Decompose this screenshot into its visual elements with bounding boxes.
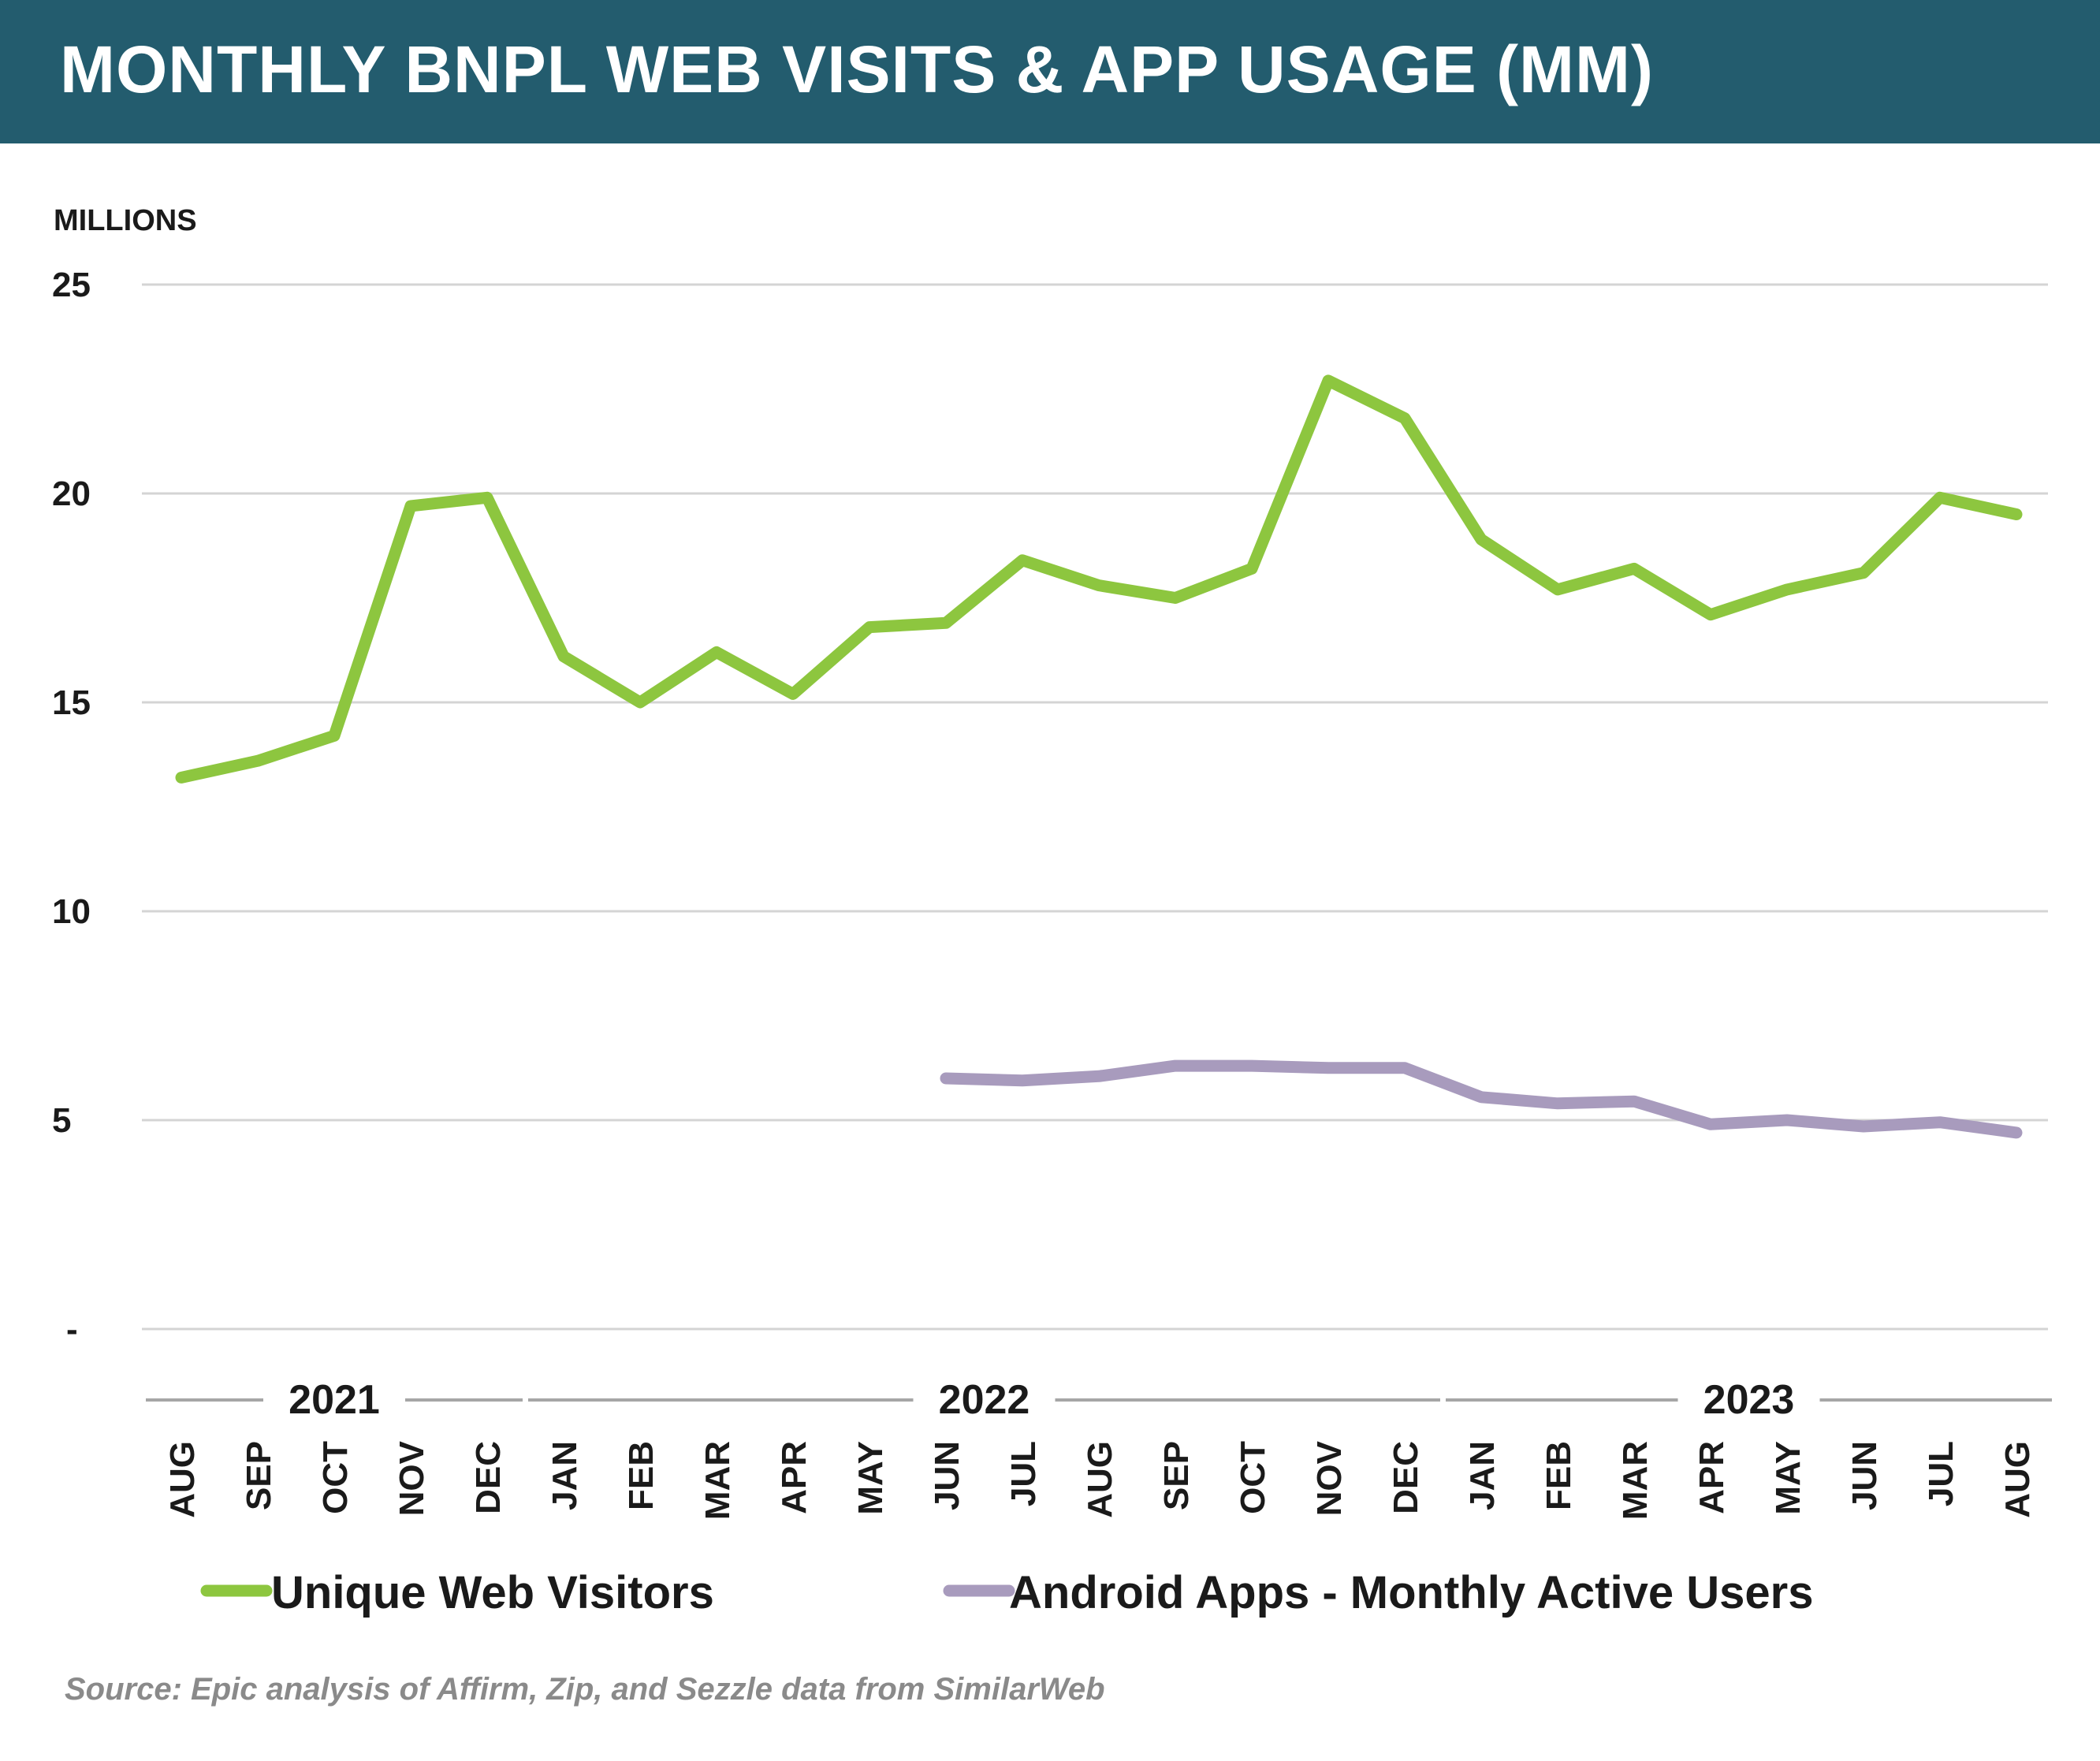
x-tick-label: NOV xyxy=(393,1440,431,1516)
x-tick-label: MAR xyxy=(1616,1441,1655,1520)
x-tick-label: MAY xyxy=(851,1441,890,1515)
x-tick-label: JAN xyxy=(1463,1441,1502,1510)
x-tick-label: FEB xyxy=(622,1441,661,1510)
x-tick-label: JUN xyxy=(928,1441,966,1510)
x-tick-label: JUL xyxy=(1004,1441,1043,1506)
x-tick-label: JAN xyxy=(545,1441,584,1510)
x-tick-label: OCT xyxy=(316,1441,355,1514)
y-tick-label: 25 xyxy=(52,266,91,304)
x-axis-year-groups: 2021 2022 2023 xyxy=(146,1377,2052,1423)
chart-title: MONTHLY BNPL WEB VISITS & APP USAGE (MM) xyxy=(60,32,1654,106)
x-tick-label: JUN xyxy=(1845,1441,1884,1510)
x-tick-label: AUG xyxy=(1998,1441,2037,1518)
y-tick-label: 15 xyxy=(52,683,91,722)
y-tick-label: 5 xyxy=(52,1101,71,1140)
source-note: Source: Epic analysis of Affirm, Zip, an… xyxy=(65,1672,1105,1707)
gridlines xyxy=(142,283,2048,1331)
y-tick-label: 10 xyxy=(52,892,91,931)
x-tick-label: APR xyxy=(775,1441,814,1514)
legend-label: Unique Web Visitors xyxy=(271,1567,714,1618)
x-tick-label: AUG xyxy=(163,1441,202,1518)
x-tick-label: FEB xyxy=(1540,1441,1578,1510)
series-line-web-visitors xyxy=(175,374,2023,784)
x-tick-label: AUG xyxy=(1081,1441,1119,1518)
y-tick-label: - xyxy=(66,1310,78,1349)
year-group-label: 2021 xyxy=(289,1377,380,1423)
legend: Unique Web Visitors Android Apps - Monthl… xyxy=(200,1567,1813,1618)
series-lines xyxy=(175,374,2023,1139)
y-tick-label: 20 xyxy=(52,475,91,513)
x-tick-label: OCT xyxy=(1234,1441,1272,1514)
y-axis-label: MILLIONS xyxy=(54,204,197,237)
x-tick-label: MAY xyxy=(1769,1441,1808,1515)
x-tick-label: NOV xyxy=(1310,1440,1349,1516)
y-axis-ticks: - 5 10 15 20 25 xyxy=(52,266,91,1349)
x-tick-label: JUL xyxy=(1922,1441,1960,1506)
year-group-label: 2022 xyxy=(939,1377,1030,1423)
legend-label: Android Apps - Monthly Active Users xyxy=(1009,1567,1813,1618)
x-tick-label: DEC xyxy=(1387,1441,1425,1514)
x-tick-label: DEC xyxy=(469,1441,508,1514)
series-line-android-mau xyxy=(940,1059,2023,1139)
x-tick-label: APR xyxy=(1692,1441,1731,1514)
x-tick-label: SEP xyxy=(240,1441,278,1510)
x-axis-ticks: AUG SEP OCT NOV DEC JAN FEB MAR APR MAY JUN JUL AUG S… xyxy=(163,1440,2037,1520)
x-tick-label: MAR xyxy=(698,1441,737,1520)
year-group-label: 2023 xyxy=(1703,1377,1795,1423)
x-tick-label: SEP xyxy=(1157,1441,1196,1510)
title-bar: MONTHLY BNPL WEB VISITS & APP USAGE (MM) xyxy=(0,0,2100,143)
